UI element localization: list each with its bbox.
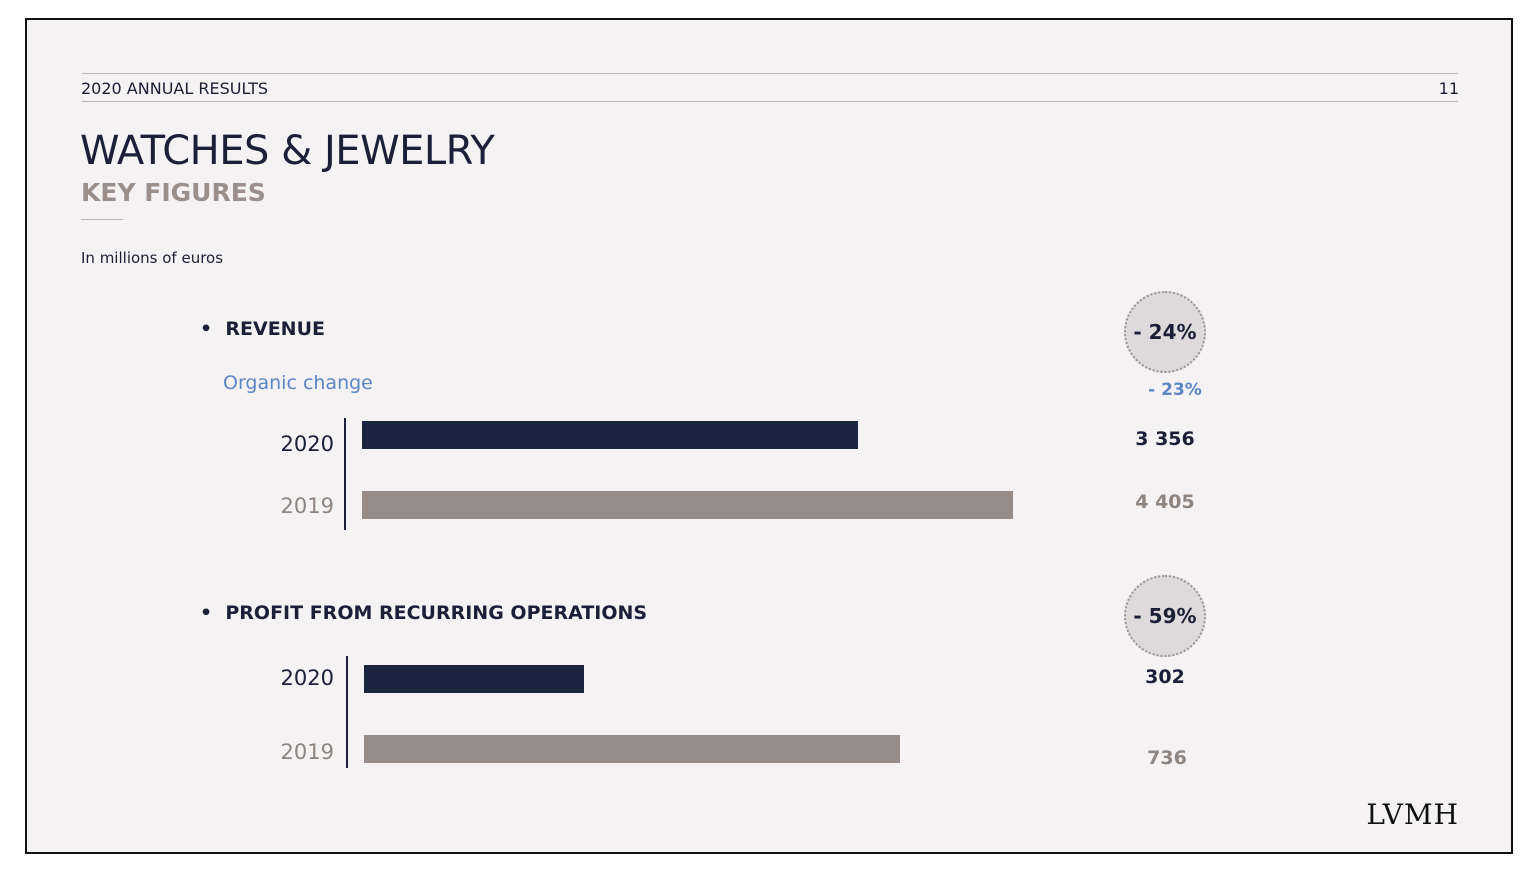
profit-bar-2020 [364, 665, 584, 693]
revenue-value-2020: 3 356 [1135, 428, 1195, 450]
revenue-year-2020: 2020 [280, 432, 334, 456]
revenue-heading: • REVENUE [200, 318, 325, 340]
profit-year-2020: 2020 [280, 666, 334, 690]
organic-change-label: Organic change [223, 372, 373, 394]
revenue-year-2019: 2019 [280, 494, 334, 518]
profit-bar-2019 [364, 735, 900, 763]
deck-title: 2020 ANNUAL RESULTS [81, 79, 269, 98]
revenue-bar-2019 [362, 491, 1013, 519]
title-underline [81, 219, 123, 220]
slide: 2020 ANNUAL RESULTS 11 WATCHES & JEWELRY… [25, 18, 1513, 854]
bullet-icon: • [200, 602, 226, 624]
profit-axis [346, 656, 348, 768]
profit-year-2019: 2019 [280, 740, 334, 764]
profit-title: PROFIT FROM RECURRING OPERATIONS [225, 602, 648, 624]
header-rule-bottom [82, 101, 1458, 102]
revenue-title: REVENUE [225, 318, 325, 340]
bullet-icon: • [200, 318, 226, 340]
profit-value-2019: 736 [1147, 747, 1187, 769]
organic-change-value: - 23% [1148, 380, 1202, 400]
revenue-axis [344, 418, 346, 530]
header-rule-top [82, 73, 1458, 74]
page-title: WATCHES & JEWELRY [80, 128, 495, 174]
profit-value-2020: 302 [1145, 666, 1185, 688]
page-number: 11 [1438, 79, 1459, 98]
profit-change-badge: - 59% [1124, 575, 1206, 657]
revenue-bar-2020 [362, 421, 858, 449]
lvmh-logo: LVMH [1366, 798, 1459, 831]
revenue-change-badge: - 24% [1124, 291, 1206, 373]
page-subtitle: KEY FIGURES [81, 178, 266, 207]
revenue-value-2019: 4 405 [1135, 491, 1195, 513]
profit-heading: • PROFIT FROM RECURRING OPERATIONS [200, 602, 647, 624]
unit-note: In millions of euros [81, 249, 224, 267]
